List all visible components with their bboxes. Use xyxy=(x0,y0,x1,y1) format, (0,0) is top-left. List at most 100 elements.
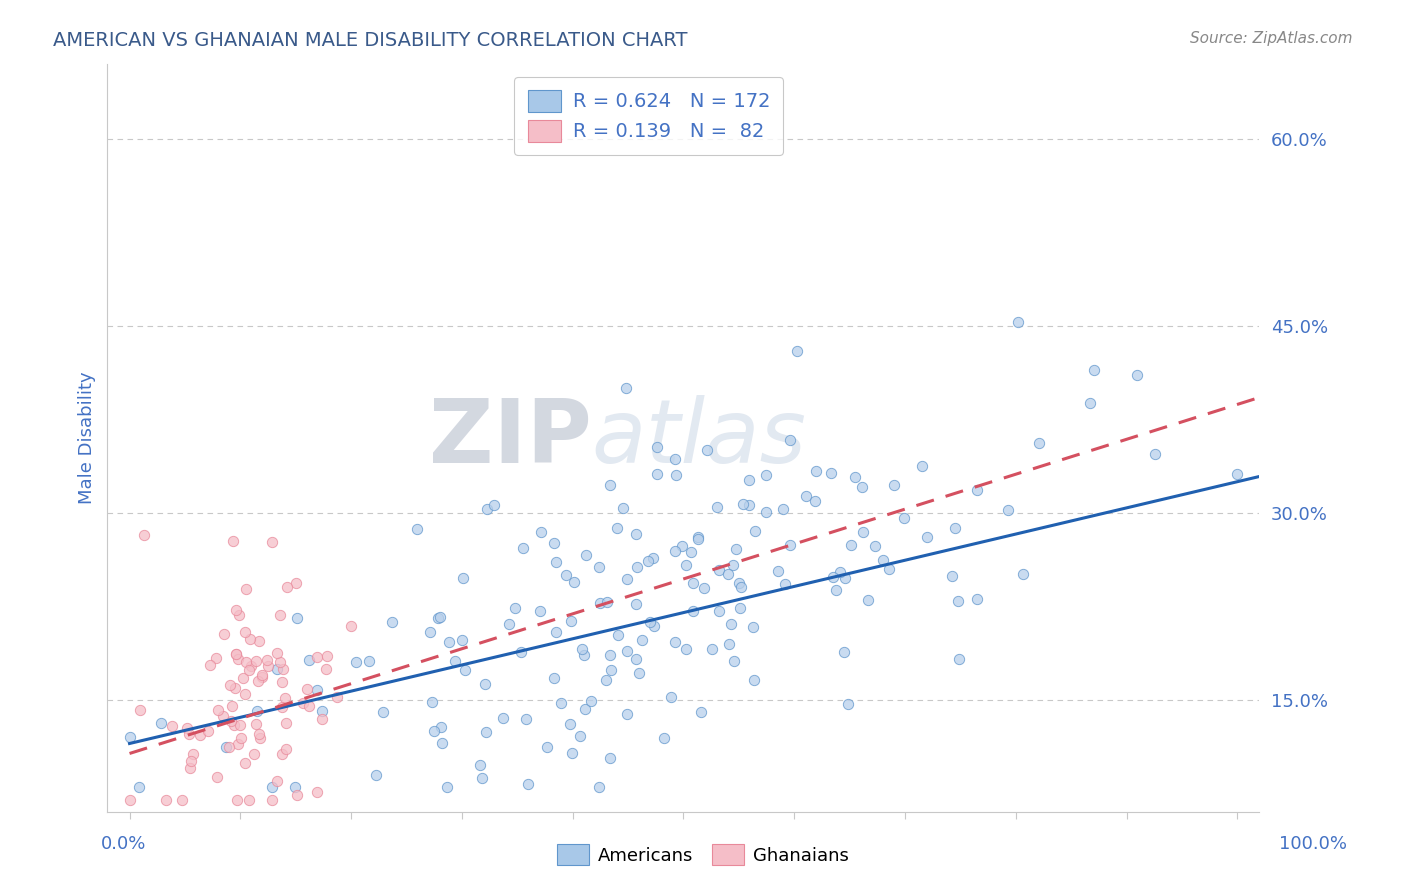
Point xyxy=(682,604,704,618)
Point xyxy=(966,483,988,497)
Point xyxy=(307,784,329,798)
Point xyxy=(659,690,682,704)
Point xyxy=(637,554,659,568)
Point xyxy=(665,468,688,483)
Text: Source: ZipAtlas.com: Source: ZipAtlas.com xyxy=(1189,31,1353,46)
Point xyxy=(544,555,567,569)
Point xyxy=(688,530,710,544)
Point xyxy=(226,792,249,806)
Point xyxy=(588,780,610,794)
Point xyxy=(574,702,596,716)
Point xyxy=(616,381,638,395)
Point xyxy=(232,671,254,685)
Point xyxy=(1226,467,1249,481)
Point xyxy=(245,704,267,718)
Point xyxy=(641,550,664,565)
Point xyxy=(222,533,245,548)
Point xyxy=(470,758,492,772)
Point xyxy=(544,625,567,640)
Point xyxy=(273,662,295,676)
Point xyxy=(738,473,761,487)
Point xyxy=(679,545,702,559)
Point xyxy=(284,575,307,590)
Point xyxy=(645,467,668,482)
Point xyxy=(311,712,333,726)
Point xyxy=(245,717,267,731)
Point xyxy=(599,751,621,765)
Point xyxy=(270,747,292,762)
Point xyxy=(560,614,582,628)
Point xyxy=(946,594,969,608)
Point xyxy=(225,648,247,662)
Point xyxy=(475,502,498,516)
Text: atlas: atlas xyxy=(592,395,806,481)
Point xyxy=(804,464,827,478)
Point xyxy=(221,698,243,713)
Point xyxy=(298,653,321,667)
Point xyxy=(823,570,845,584)
Point xyxy=(627,665,650,680)
Point xyxy=(772,501,794,516)
Point xyxy=(239,632,262,647)
Point xyxy=(709,563,731,577)
Point xyxy=(872,553,894,567)
Point xyxy=(285,788,308,802)
Point xyxy=(893,510,915,524)
Point xyxy=(226,652,249,666)
Point xyxy=(429,610,451,624)
Point xyxy=(371,705,394,719)
Point xyxy=(292,696,315,710)
Point xyxy=(624,527,647,541)
Point xyxy=(664,544,686,558)
Point xyxy=(128,780,150,794)
Point xyxy=(295,682,318,697)
Text: 100.0%: 100.0% xyxy=(1279,835,1347,853)
Point xyxy=(755,505,778,519)
Point xyxy=(454,663,477,677)
Point xyxy=(966,591,988,606)
Point xyxy=(616,572,638,586)
Point xyxy=(149,715,172,730)
Point xyxy=(205,771,228,785)
Point xyxy=(742,620,765,634)
Point xyxy=(779,537,801,551)
Point xyxy=(405,523,427,537)
Point xyxy=(569,729,592,743)
Y-axis label: Male Disability: Male Disability xyxy=(79,372,96,504)
Point xyxy=(1083,362,1105,376)
Point xyxy=(589,595,612,609)
Point xyxy=(515,712,537,726)
Point xyxy=(997,502,1019,516)
Legend: Americans, Ghanaians: Americans, Ghanaians xyxy=(550,837,856,872)
Point xyxy=(599,478,621,492)
Point xyxy=(305,682,328,697)
Point xyxy=(233,624,256,639)
Point xyxy=(664,452,686,467)
Point xyxy=(225,603,247,617)
Point xyxy=(718,637,741,651)
Point xyxy=(742,673,765,688)
Point xyxy=(176,721,198,735)
Point xyxy=(820,466,842,480)
Point xyxy=(572,648,595,662)
Point xyxy=(271,674,294,689)
Point xyxy=(856,593,879,607)
Point xyxy=(690,706,713,720)
Point xyxy=(1143,447,1166,461)
Point xyxy=(233,756,256,771)
Point xyxy=(190,728,212,742)
Point xyxy=(170,792,193,806)
Point xyxy=(645,440,668,454)
Point xyxy=(266,773,288,788)
Text: AMERICAN VS GHANAIAN MALE DISABILITY CORRELATION CHART: AMERICAN VS GHANAIAN MALE DISABILITY COR… xyxy=(53,31,688,50)
Point xyxy=(276,716,298,731)
Point xyxy=(274,742,297,756)
Point xyxy=(536,739,558,754)
Point xyxy=(270,700,292,714)
Point xyxy=(198,657,221,672)
Point xyxy=(269,656,291,670)
Point xyxy=(482,499,505,513)
Point xyxy=(221,714,243,728)
Point xyxy=(225,647,247,661)
Point xyxy=(311,704,333,718)
